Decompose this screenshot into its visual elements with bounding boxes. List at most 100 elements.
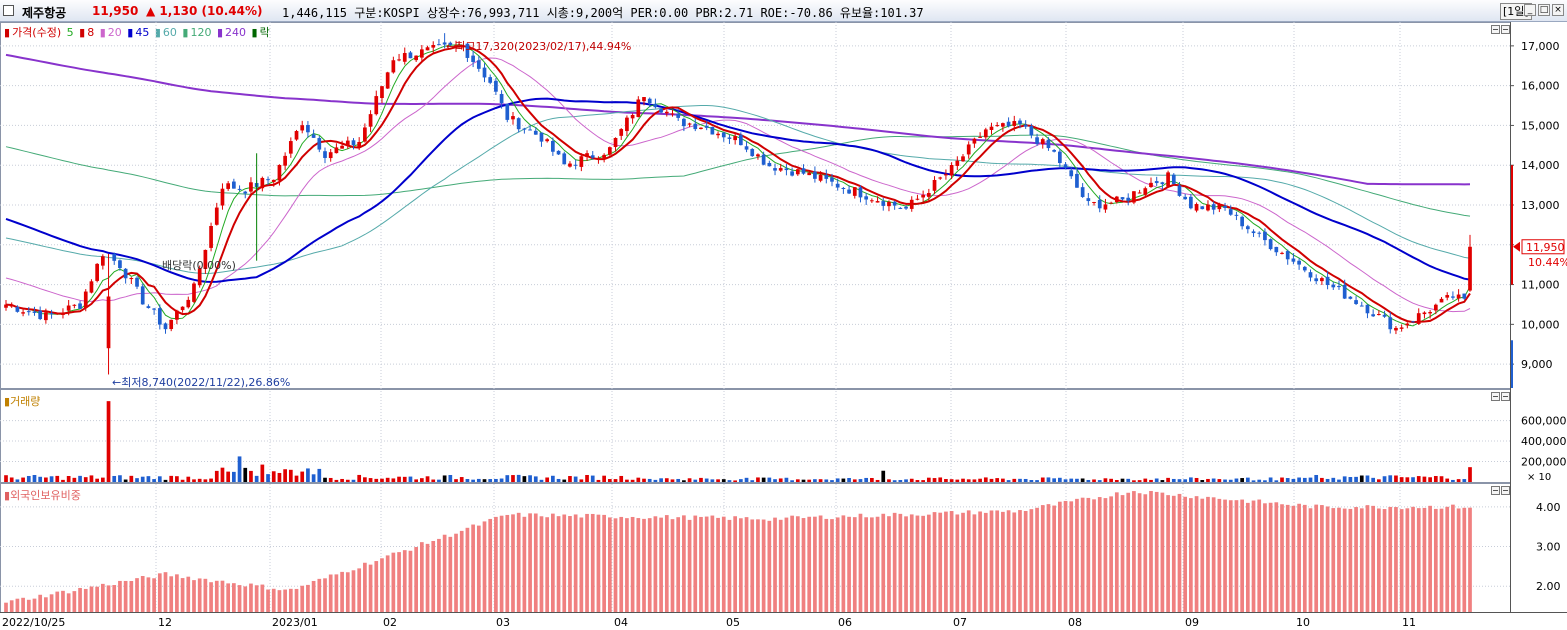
candle xyxy=(1029,126,1034,136)
foreign-bar xyxy=(1411,506,1415,612)
candle xyxy=(721,132,726,138)
foreign-bar xyxy=(1035,507,1039,612)
candle xyxy=(459,45,464,48)
panel-maximize-icon[interactable] xyxy=(1501,486,1510,495)
foreign-bar xyxy=(1194,496,1199,612)
foreign-bar xyxy=(100,583,105,612)
volume-bar xyxy=(1040,477,1045,482)
legend-item-ma20[interactable]: 20 xyxy=(107,26,122,39)
ex-dividend-label: 배당락(0.00%) xyxy=(162,259,236,272)
legend-item-ma8[interactable]: 8 xyxy=(87,26,95,39)
volume-bar xyxy=(1439,476,1444,482)
foreign-bar xyxy=(995,510,1000,612)
volume-bar xyxy=(345,479,350,482)
candle xyxy=(26,311,31,313)
foreign-bar xyxy=(1166,495,1170,612)
candle xyxy=(1439,298,1444,303)
foreign-bar xyxy=(858,513,863,612)
volume-bar xyxy=(1018,478,1022,482)
candle xyxy=(1280,252,1284,254)
foreign-bar xyxy=(904,516,908,612)
volume-bar xyxy=(1143,478,1148,482)
foreign-bar xyxy=(1206,496,1210,612)
panel-frame xyxy=(0,389,1511,483)
legend-item-ma240[interactable]: 240 xyxy=(225,26,247,39)
foreign-bar xyxy=(556,516,561,612)
candle xyxy=(676,113,681,118)
candle xyxy=(340,145,344,149)
chart-select-checkbox[interactable] xyxy=(3,5,14,16)
candle xyxy=(750,149,755,157)
maximize-icon[interactable]: □ xyxy=(1538,4,1550,16)
candle xyxy=(1052,150,1057,152)
legend-item-ma5[interactable]: 5 xyxy=(66,26,74,39)
legend-item-ma120[interactable]: 120 xyxy=(190,26,212,39)
volume-bar xyxy=(237,456,242,482)
foreign-bar xyxy=(123,580,128,612)
foreign-bar xyxy=(1063,500,1068,612)
candle xyxy=(670,113,675,115)
ma-line-60 xyxy=(5,105,1471,275)
legend-item-price[interactable]: 가격(수정) xyxy=(12,26,62,39)
foreign-bar xyxy=(602,514,606,612)
minimize-icon[interactable]: _ xyxy=(1524,4,1536,16)
volume-bar xyxy=(1291,478,1296,482)
foreign-bar xyxy=(380,558,384,612)
close-icon[interactable]: × xyxy=(1552,4,1564,16)
foreign-bar xyxy=(1263,503,1267,612)
candle xyxy=(1257,232,1262,234)
volume-bar xyxy=(978,478,982,482)
x-tick-label: 12 xyxy=(158,616,172,629)
foreign-bar xyxy=(590,513,595,612)
volume-bar xyxy=(271,471,276,482)
volume-bar xyxy=(744,477,749,482)
foreign-bar xyxy=(944,511,948,612)
volume-bar xyxy=(1194,477,1199,482)
candle xyxy=(1377,314,1381,316)
volume-bar xyxy=(1348,477,1353,482)
volume-bar xyxy=(44,477,48,482)
legend-item-ma45[interactable]: 45 xyxy=(135,26,150,39)
foreign-bar xyxy=(744,517,749,612)
legend-item-ex-dividend[interactable]: 락 xyxy=(259,26,270,39)
foreign-bar xyxy=(915,515,920,612)
candle xyxy=(1211,204,1216,210)
panel-minimize-icon[interactable] xyxy=(1491,392,1500,401)
foreign-bar xyxy=(192,580,196,612)
foreign-bar xyxy=(864,517,869,612)
candle xyxy=(596,158,601,160)
volume-bar xyxy=(653,479,658,482)
candle xyxy=(1291,258,1296,262)
candle xyxy=(1058,151,1062,164)
candle xyxy=(738,134,743,146)
volume-bar xyxy=(1342,476,1347,482)
candle xyxy=(704,125,709,128)
foreign-bar xyxy=(55,591,60,612)
volume-bar xyxy=(704,478,709,482)
volume-bar xyxy=(1211,478,1216,482)
panel-maximize-icon[interactable] xyxy=(1501,25,1510,34)
panel-minimize-icon[interactable] xyxy=(1491,25,1500,34)
candle xyxy=(778,168,783,171)
volume-bar xyxy=(243,467,248,482)
foreign-bar xyxy=(551,513,555,612)
foreign-bar xyxy=(647,518,652,612)
candle xyxy=(1251,231,1256,234)
foreign-bar xyxy=(830,519,834,612)
candle xyxy=(414,55,418,61)
volume-bar xyxy=(613,479,618,482)
candle xyxy=(858,187,863,198)
volume-bar xyxy=(573,476,578,482)
foreign-bar xyxy=(499,515,504,612)
candle xyxy=(579,156,584,167)
candle xyxy=(1223,205,1227,208)
panel-minimize-icon[interactable] xyxy=(1491,486,1500,495)
candle xyxy=(1132,191,1136,203)
candle xyxy=(1143,188,1148,195)
legend-item-ma60[interactable]: 60 xyxy=(162,26,177,39)
candle xyxy=(790,171,794,176)
candle xyxy=(881,201,886,206)
foreign-bar xyxy=(909,514,914,612)
candle xyxy=(1149,182,1153,188)
panel-maximize-icon[interactable] xyxy=(1501,392,1510,401)
